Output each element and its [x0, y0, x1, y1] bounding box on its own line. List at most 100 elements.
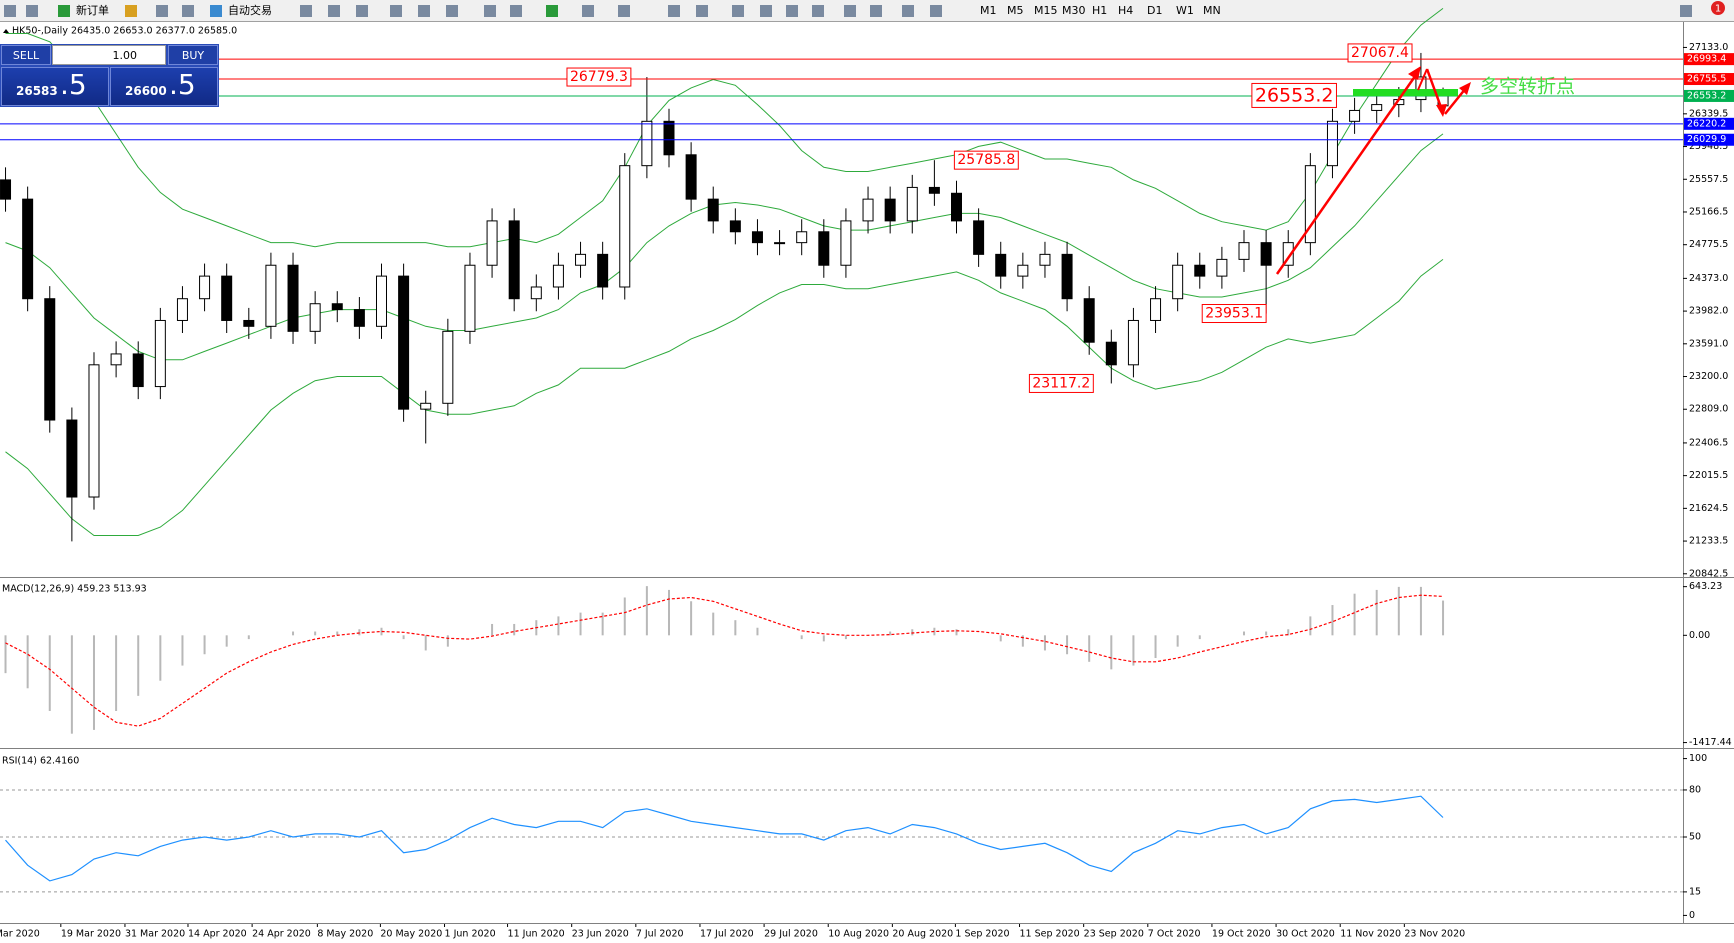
- candle-body: [66, 419, 78, 498]
- icon[interactable]: [125, 5, 137, 17]
- x-tick-label: 11 Nov 2020: [1340, 929, 1401, 940]
- buy-quote[interactable]: 26600 .5: [110, 67, 218, 106]
- macd-bar: [115, 635, 118, 711]
- auto-trade[interactable]: 自动交易: [228, 3, 272, 17]
- candle-body: [420, 402, 432, 410]
- timeframe[interactable]: M30: [1062, 4, 1086, 17]
- icon[interactable]: [328, 5, 340, 17]
- icon[interactable]: [446, 5, 458, 17]
- annotation-box: [566, 67, 632, 87]
- x-tick-label: 8 May 2020: [317, 929, 373, 940]
- buy-price: 26600: [125, 84, 167, 98]
- sell-quote[interactable]: 26583 .5: [1, 67, 109, 106]
- icon[interactable]: [300, 5, 312, 17]
- macd-bar: [1287, 629, 1290, 636]
- icon[interactable]: [618, 5, 630, 17]
- y-tick-label: 23591.0: [1689, 338, 1728, 349]
- y-tick-label: 24775.5: [1689, 239, 1728, 250]
- timeframe[interactable]: H1: [1092, 4, 1107, 17]
- timeframe[interactable]: H4: [1118, 4, 1133, 17]
- candle-body: [729, 220, 741, 233]
- candle-body: [1260, 242, 1272, 266]
- candle-body: [0, 179, 12, 200]
- icon[interactable]: [182, 5, 194, 17]
- timeframe[interactable]: M15: [1034, 4, 1058, 17]
- icon[interactable]: [4, 5, 16, 17]
- candle-body: [1172, 264, 1184, 300]
- macd-bar: [1198, 635, 1201, 640]
- order-panel: SELL 1.00 BUY 26583 .5 26600 .5: [0, 44, 219, 107]
- macd-bar: [1397, 586, 1400, 636]
- macd-bar: [889, 631, 892, 636]
- icon[interactable]: [356, 5, 368, 17]
- y-tick-label: 22809.0: [1689, 404, 1728, 415]
- icon[interactable]: [812, 5, 824, 17]
- icon[interactable]: [870, 5, 882, 17]
- icon[interactable]: [902, 5, 914, 17]
- icon[interactable]: [696, 5, 708, 17]
- icon[interactable]: [390, 5, 402, 17]
- icon[interactable]: [210, 5, 222, 17]
- level-label-bg: [1684, 53, 1734, 66]
- x-tick-label: 20 May 2020: [380, 929, 442, 940]
- sell-pips: .5: [60, 68, 87, 101]
- candle-body: [221, 275, 233, 321]
- y-tick-label: 25166.5: [1689, 206, 1728, 217]
- macd-bar: [1243, 631, 1246, 636]
- candle-body: [818, 231, 830, 266]
- icon[interactable]: [786, 5, 798, 17]
- macd-bar: [579, 612, 582, 636]
- pivot-note: 多空转折点: [1480, 76, 1575, 98]
- icon[interactable]: [510, 5, 522, 17]
- icon[interactable]: [26, 5, 38, 17]
- sell-button[interactable]: SELL: [1, 45, 51, 65]
- rsi-line: [5, 795, 1444, 882]
- macd-bar: [844, 635, 847, 640]
- x-tick-label: 14 Apr 2020: [188, 929, 247, 940]
- timeframe[interactable]: W1: [1176, 4, 1194, 17]
- icon[interactable]: [418, 5, 430, 17]
- icon[interactable]: [1680, 5, 1692, 17]
- icon[interactable]: [156, 5, 168, 17]
- macd-bar: [712, 612, 715, 636]
- annotation-label: 26779.3: [570, 69, 628, 85]
- timeframe[interactable]: M1: [980, 4, 997, 17]
- icon[interactable]: [484, 5, 496, 17]
- alert-badge[interactable]: [1711, 1, 1725, 15]
- x-tick-label: 11 Sep 2020: [1020, 929, 1080, 940]
- macd-bar: [380, 627, 383, 636]
- icon[interactable]: [58, 5, 70, 17]
- candle-body: [1349, 109, 1361, 122]
- icon[interactable]: [732, 5, 744, 17]
- lot-input[interactable]: 1.00: [52, 45, 166, 65]
- macd-bar: [424, 635, 427, 651]
- annotation-label: 26553.2: [1255, 84, 1334, 106]
- annotation-box: [1201, 304, 1267, 324]
- macd-bar: [601, 612, 604, 636]
- macd-bar: [1353, 593, 1356, 636]
- level-label: 26755.5: [1687, 74, 1726, 85]
- macd-bar: [48, 635, 51, 711]
- icon[interactable]: [582, 5, 594, 17]
- candle-body: [530, 286, 542, 300]
- macd-bar: [1176, 635, 1179, 647]
- icon[interactable]: [546, 5, 558, 17]
- icon[interactable]: [930, 5, 942, 17]
- candle-body: [1371, 104, 1383, 111]
- buy-button[interactable]: BUY: [168, 45, 218, 65]
- timeframe[interactable]: MN: [1203, 4, 1221, 17]
- toolbar-icons: [4, 5, 1692, 17]
- timeframe[interactable]: M5: [1007, 4, 1024, 17]
- candle-body: [22, 198, 34, 300]
- macd-bar: [92, 635, 95, 730]
- icon[interactable]: [668, 5, 680, 17]
- alert-count: 1: [1715, 4, 1721, 15]
- x-tick-label: 30 Oct 2020: [1276, 929, 1335, 940]
- candle-body: [774, 242, 786, 245]
- new-order[interactable]: 新订单: [76, 3, 109, 17]
- candle-body: [508, 220, 520, 300]
- icon[interactable]: [760, 5, 772, 17]
- icon[interactable]: [844, 5, 856, 17]
- timeframe[interactable]: D1: [1147, 4, 1162, 17]
